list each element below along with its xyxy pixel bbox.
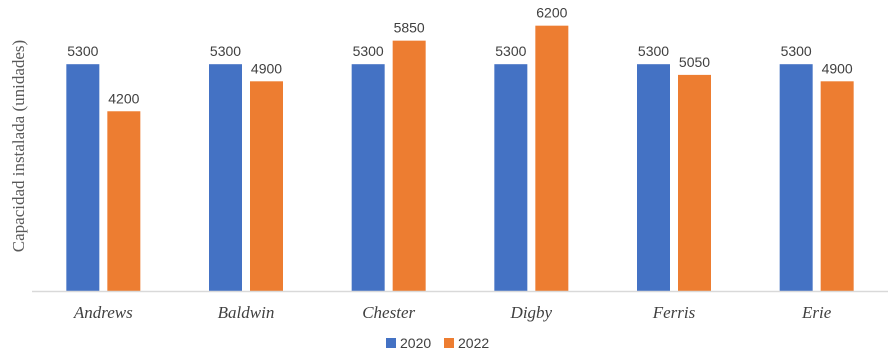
data-label-digby-2020: 5300 (495, 43, 526, 59)
bar-chester-2022 (392, 40, 426, 291)
data-label-ferris-2020: 5300 (638, 43, 669, 59)
x-tick-label-baldwin: Baldwin (218, 303, 275, 322)
data-label-erie-2022: 4900 (822, 60, 853, 76)
data-label-erie-2020: 5300 (781, 43, 812, 59)
bar-digby-2020 (494, 64, 528, 291)
data-label-andrews-2022: 4200 (108, 90, 139, 106)
x-tick-label-erie: Erie (801, 303, 832, 322)
bar-chester-2020 (351, 64, 385, 291)
x-tick-label-digby: Digby (510, 303, 553, 322)
bar-andrews-2020 (66, 64, 100, 291)
bar-baldwin-2020 (209, 64, 242, 291)
bar-erie-2020 (779, 64, 813, 291)
data-label-ferris-2022: 5050 (679, 54, 710, 70)
bars-group (66, 25, 854, 291)
legend-swatch-2020 (386, 338, 396, 348)
bar-digby-2022 (535, 25, 569, 291)
legend-swatch-2022 (444, 338, 454, 348)
bar-ferris-2020 (637, 64, 670, 291)
x-tick-label-andrews: Andrews (73, 303, 133, 322)
x-tick-label-ferris: Ferris (652, 303, 696, 322)
legend-label-2022: 2022 (458, 335, 489, 351)
data-label-baldwin-2020: 5300 (210, 43, 241, 59)
legend-label-2020: 2020 (400, 335, 431, 351)
data-label-baldwin-2022: 4900 (251, 60, 282, 76)
bar-erie-2022 (820, 81, 854, 291)
data-label-digby-2022: 6200 (536, 5, 567, 21)
data-labels-group: 5300 4200 5300 4900 5300 5850 5300 6200 5300 5050… (67, 5, 853, 107)
x-tick-label-chester: Chester (362, 303, 415, 322)
data-label-chester-2020: 5300 (353, 43, 384, 59)
data-label-andrews-2020: 5300 (67, 43, 98, 59)
legend: 2020 2022 (386, 335, 489, 351)
x-tick-labels-group: Andrews Baldwin Chester Digby Ferris Erie (73, 303, 832, 322)
y-axis-label: Capacidad instalada (unidades) (9, 40, 28, 252)
bar-baldwin-2022 (250, 81, 283, 291)
data-label-chester-2022: 5850 (394, 20, 425, 36)
bar-ferris-2022 (678, 74, 711, 291)
bar-andrews-2022 (107, 111, 141, 291)
